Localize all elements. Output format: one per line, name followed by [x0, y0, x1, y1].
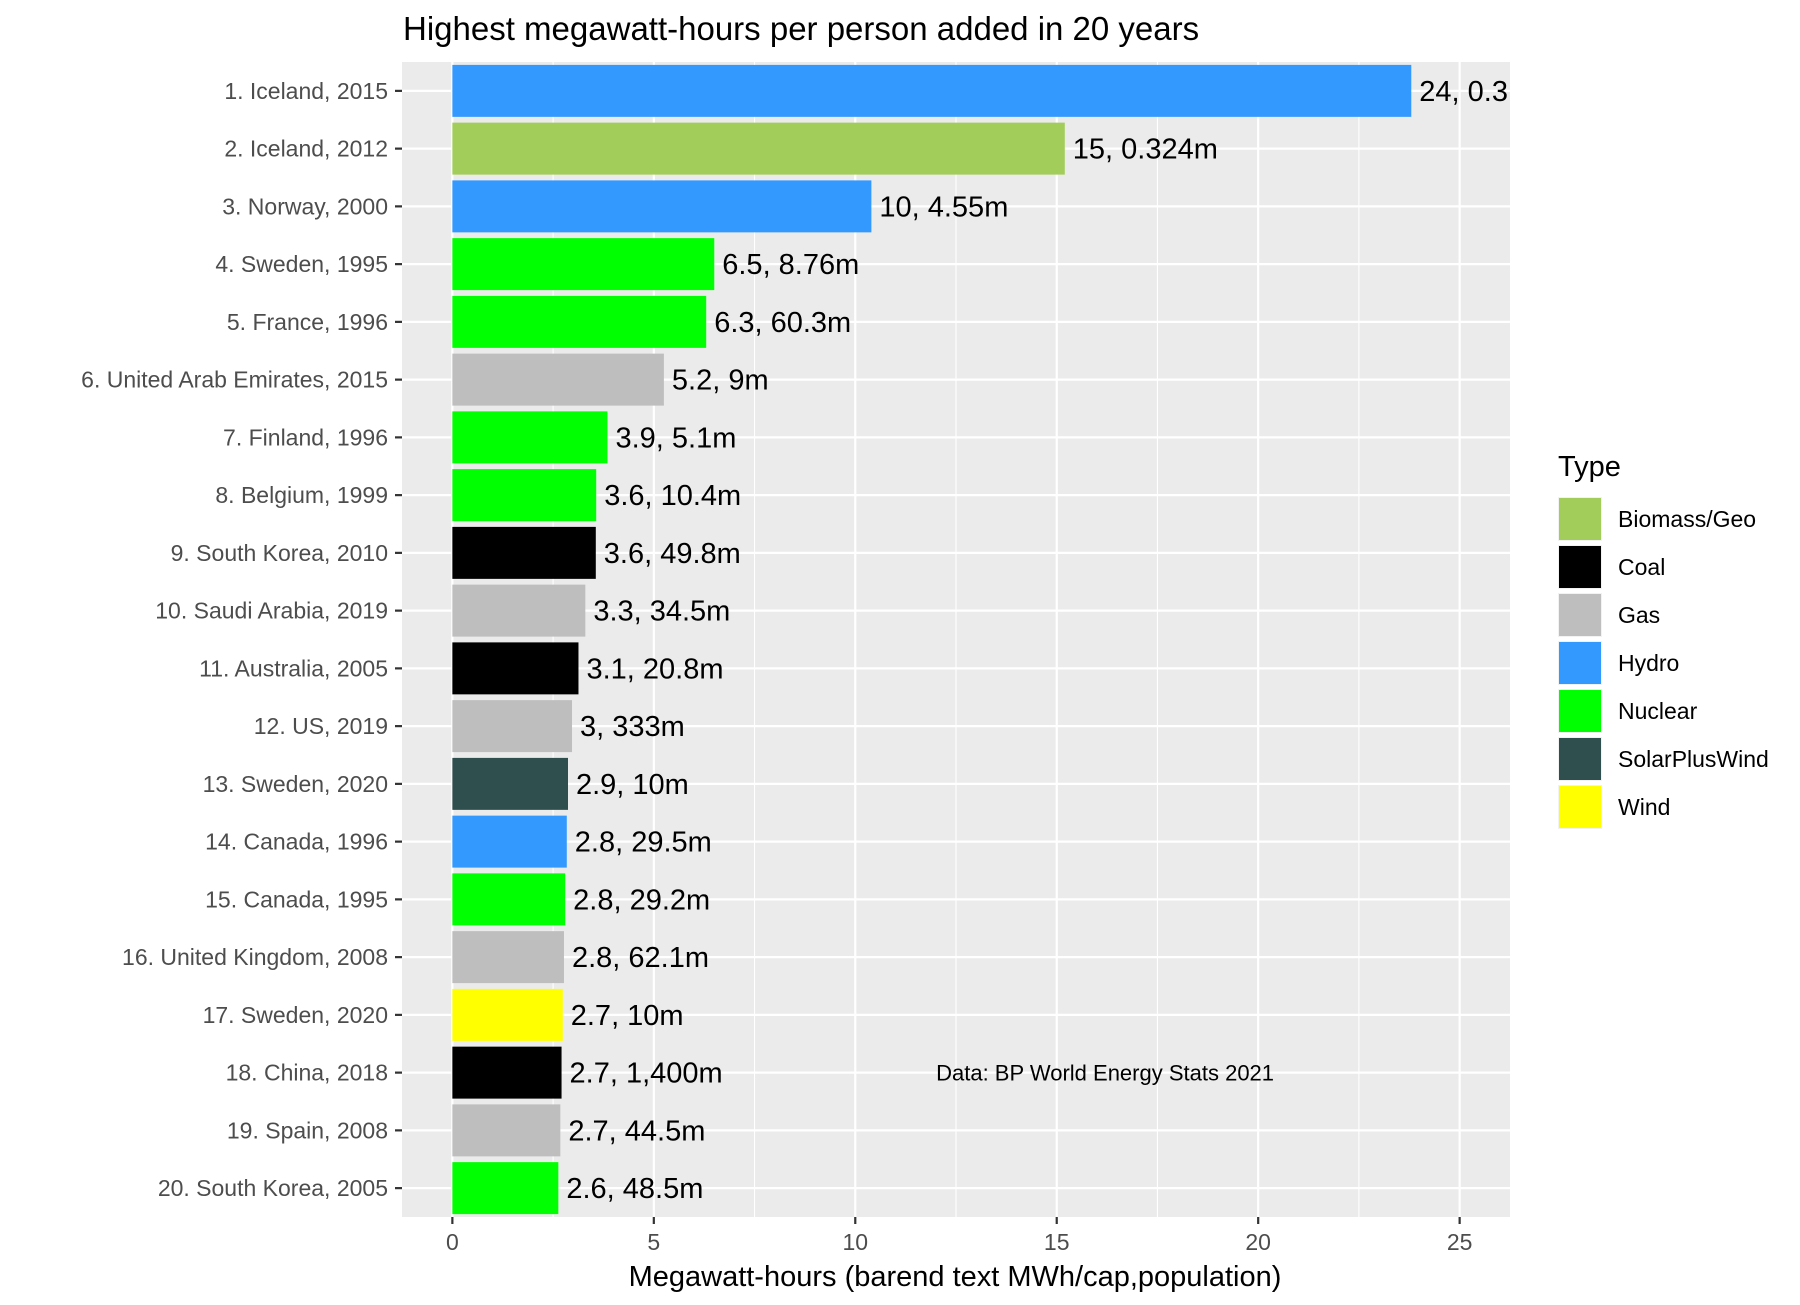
x-tick-label: 15	[1044, 1229, 1070, 1255]
legend-label: Wind	[1618, 794, 1670, 820]
legend-label: Biomass/Geo	[1618, 506, 1756, 532]
y-tick-label: 20. South Korea, 2005	[158, 1175, 388, 1201]
legend-label: Hydro	[1618, 650, 1679, 676]
bar-end-label: 3.9, 5.1m	[615, 422, 736, 454]
legend-swatch	[1559, 738, 1601, 780]
bar-end-label: 3.6, 49.8m	[604, 538, 741, 570]
bar	[452, 931, 564, 984]
y-tick-label: 7. Finland, 1996	[223, 424, 388, 450]
bar-end-label: 2.8, 29.2m	[573, 884, 710, 916]
y-tick-label: 12. US, 2019	[254, 713, 388, 739]
bar	[452, 238, 715, 291]
legend-label: Coal	[1618, 554, 1665, 580]
bar	[452, 469, 597, 522]
source-annotation: Data: BP World Energy Stats 2021	[936, 1061, 1274, 1086]
bar	[452, 988, 563, 1041]
y-tick-label: 3. Norway, 2000	[222, 193, 388, 219]
y-tick-label: 14. Canada, 1996	[205, 829, 388, 855]
bar	[452, 1162, 559, 1215]
bar	[452, 411, 608, 464]
bar	[452, 757, 568, 810]
bar-labels: 24, 0.3 15, 0.324m 10, 4.55m 6.5, 8.76m 6.3,…	[566, 76, 1508, 1205]
bar	[452, 873, 566, 926]
bar-end-label: 3.6, 10.4m	[604, 480, 741, 512]
bar	[452, 1104, 561, 1157]
bar-end-label: 2.9, 10m	[576, 769, 689, 801]
y-tick-label: 13. Sweden, 2020	[203, 771, 388, 797]
bar-end-label: 3.3, 34.5m	[593, 596, 730, 628]
bar	[452, 700, 573, 753]
legend: Type Biomass/Geo Coal Gas Hydro Nuclear Solar…	[1558, 451, 1769, 829]
y-tick-label: 18. China, 2018	[226, 1060, 388, 1086]
bar	[452, 295, 707, 348]
legend-label: Nuclear	[1618, 698, 1698, 724]
x-axis: 0 5 10 15 20 25	[446, 1217, 1472, 1255]
y-tick-label: 1. Iceland, 2015	[224, 78, 388, 104]
bar-end-label: 3.1, 20.8m	[586, 653, 723, 685]
bar-end-label: 24, 0.3	[1419, 76, 1508, 108]
bar-end-label: 3, 333m	[580, 711, 685, 743]
bar	[452, 642, 579, 695]
bar	[452, 584, 586, 637]
x-tick-label: 10	[842, 1229, 868, 1255]
bar-end-label: 15, 0.324m	[1073, 134, 1218, 166]
bar	[452, 353, 664, 406]
legend-label: Gas	[1618, 602, 1660, 628]
legend-swatch	[1559, 498, 1601, 540]
legend-swatch	[1559, 594, 1601, 636]
bar-end-label: 5.2, 9m	[672, 365, 769, 397]
bar	[452, 122, 1065, 175]
bar-end-label: 2.8, 29.5m	[575, 827, 712, 859]
legend-swatch	[1559, 690, 1601, 732]
bar-end-label: 2.7, 10m	[571, 1000, 684, 1032]
y-tick-label: 4. Sweden, 1995	[215, 251, 388, 277]
bar-end-label: 2.8, 62.1m	[572, 942, 709, 974]
legend-swatch	[1559, 786, 1601, 828]
y-tick-label: 19. Spain, 2008	[227, 1117, 388, 1143]
bar-end-label: 10, 4.55m	[879, 191, 1008, 223]
x-tick-label: 5	[647, 1229, 660, 1255]
y-tick-label: 6. United Arab Emirates, 2015	[81, 367, 388, 393]
chart-title: Highest megawatt-hours per person added …	[403, 10, 1199, 47]
bar-end-label: 2.6, 48.5m	[566, 1173, 703, 1205]
y-tick-label: 15. Canada, 1995	[205, 886, 388, 912]
y-tick-label: 9. South Korea, 2010	[171, 540, 388, 566]
bar	[452, 526, 596, 579]
y-tick-label: 5. France, 1996	[227, 309, 388, 335]
bar-end-label: 2.7, 44.5m	[568, 1115, 705, 1147]
bar-end-label: 6.3, 60.3m	[714, 307, 851, 339]
x-tick-label: 0	[446, 1229, 459, 1255]
y-tick-label: 17. Sweden, 2020	[203, 1002, 388, 1028]
legend-items: Biomass/Geo Coal Gas Hydro Nuclear SolarPlusW…	[1558, 497, 1769, 829]
plot-area: 24, 0.3 15, 0.324m 10, 4.55m 6.5, 8.76m 6.3,…	[402, 62, 1510, 1217]
y-tick-label: 8. Belgium, 1999	[215, 482, 388, 508]
legend-label: SolarPlusWind	[1618, 746, 1769, 772]
bar	[452, 180, 872, 233]
y-tick-label: 16. United Kingdom, 2008	[122, 944, 388, 970]
y-tick-label: 2. Iceland, 2012	[224, 136, 388, 162]
bar	[452, 1046, 562, 1099]
bar	[452, 64, 1412, 117]
legend-swatch	[1559, 642, 1601, 684]
bar-end-label: 2.7, 1,400m	[570, 1058, 723, 1090]
x-axis-label: Megawatt-hours (barend text MWh/cap,popu…	[629, 1261, 1282, 1293]
bar	[452, 815, 567, 868]
bar-end-label: 6.5, 8.76m	[722, 249, 859, 281]
y-tick-label: 11. Australia, 2005	[199, 655, 388, 681]
y-axis: 1. Iceland, 2015 2. Iceland, 2012 3. Norwa…	[81, 78, 402, 1201]
legend-title: Type	[1558, 451, 1621, 483]
bars	[452, 64, 1412, 1215]
y-tick-label: 10. Saudi Arabia, 2019	[155, 598, 388, 624]
x-tick-label: 20	[1245, 1229, 1271, 1255]
legend-swatch	[1559, 546, 1601, 588]
x-tick-label: 25	[1447, 1229, 1473, 1255]
